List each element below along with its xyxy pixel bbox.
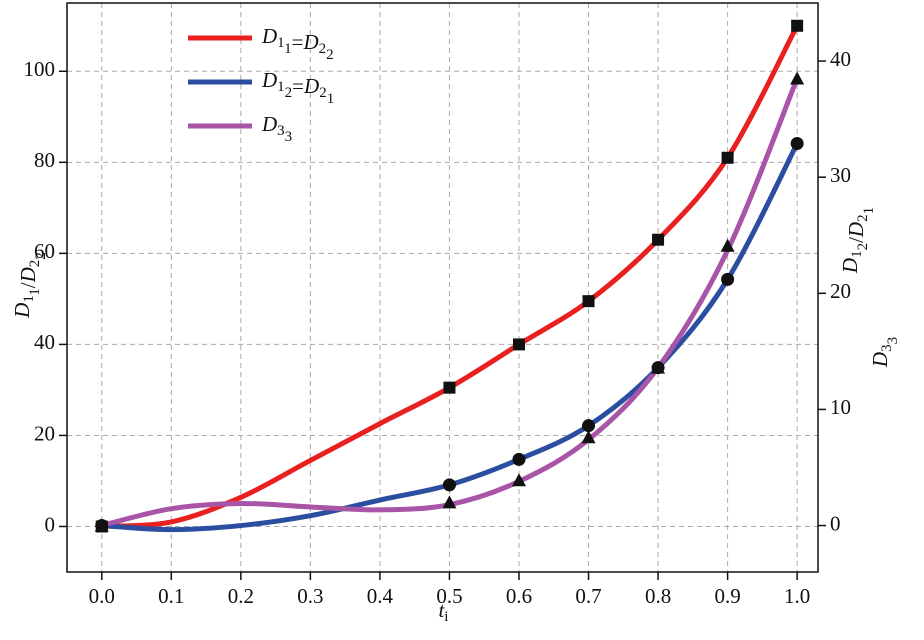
x-tick-label: 0.5: [436, 584, 462, 608]
x-tick-label: 0.3: [297, 584, 323, 608]
y2-tick-label: 10: [830, 395, 851, 419]
y2-axis-label: D33: [868, 337, 902, 368]
legend-label: D12=D21: [261, 68, 334, 108]
x-tick-label: 0.0: [89, 584, 115, 608]
marker: [791, 19, 804, 32]
x-tick-label: 0.8: [645, 584, 671, 608]
marker: [581, 430, 596, 444]
y2-axis-label: D12/D21: [838, 207, 878, 274]
y-tick-label: 0: [45, 512, 56, 536]
marker: [652, 233, 665, 246]
y-tick-label: 40: [34, 330, 55, 354]
fit-line: [101, 77, 800, 528]
marker: [512, 452, 526, 466]
marker: [790, 71, 805, 85]
y2-tick-label: 0: [830, 511, 841, 535]
marker: [582, 419, 596, 433]
x-axis-label: ti: [438, 598, 448, 626]
x-tick-label: 0.2: [228, 584, 254, 608]
x-tick-label: 0.6: [506, 584, 532, 608]
marker: [582, 295, 595, 308]
y2-tick-label: 30: [830, 163, 851, 187]
marker: [512, 338, 525, 351]
marker: [721, 151, 734, 164]
marker: [442, 495, 457, 509]
marker: [790, 137, 804, 151]
x-tick-label: 0.9: [714, 584, 740, 608]
y2-tick-label: 20: [830, 279, 851, 303]
x-tick-label: 0.7: [575, 584, 601, 608]
marker: [443, 381, 456, 394]
fit-line: [101, 142, 800, 533]
y2-tick-label: 40: [830, 47, 851, 71]
y-axis-label: D11/D22: [10, 252, 50, 319]
x-tick-label: 0.4: [367, 584, 394, 608]
marker: [721, 272, 735, 286]
marker: [94, 518, 109, 532]
plot-frame: [66, 2, 819, 573]
marker: [651, 360, 666, 374]
marker: [720, 238, 735, 252]
marker: [442, 478, 456, 492]
x-tick-label: 0.1: [158, 584, 184, 608]
legend-label: D11=D22: [261, 24, 334, 64]
y-tick-label: 100: [24, 57, 56, 81]
y-tick-label: 60: [34, 239, 55, 263]
y-tick-label: 20: [34, 421, 55, 445]
x-tick-label: 1.0: [784, 584, 810, 608]
marker: [511, 473, 526, 487]
y-tick-label: 80: [34, 148, 55, 172]
legend-label: D33: [261, 112, 292, 146]
